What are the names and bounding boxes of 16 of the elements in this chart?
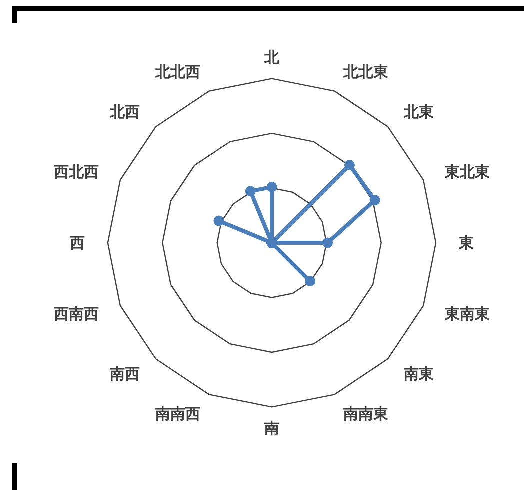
spoke-label: 西北西 — [53, 163, 100, 182]
spoke-label: 西 — [68, 234, 85, 252]
spoke-label: 北北西 — [154, 62, 200, 81]
spoke-label: 北北東 — [342, 62, 390, 81]
spoke-label: 南南東 — [342, 405, 390, 424]
spoke-label: 東 — [458, 234, 476, 252]
spoke-label: 西南西 — [53, 304, 100, 323]
spoke-label: 南西 — [108, 365, 140, 384]
spoke-label: 南 — [264, 419, 280, 438]
spoke-label: 南東 — [403, 365, 436, 384]
spoke-label: 東北東 — [444, 163, 491, 182]
spoke-label: 南南西 — [154, 405, 200, 424]
spoke-label: 北東 — [403, 102, 436, 121]
spoke-label: 北西 — [108, 102, 140, 121]
spoke-label: 東南東 — [444, 304, 491, 323]
spoke-label: 北 — [264, 48, 280, 67]
